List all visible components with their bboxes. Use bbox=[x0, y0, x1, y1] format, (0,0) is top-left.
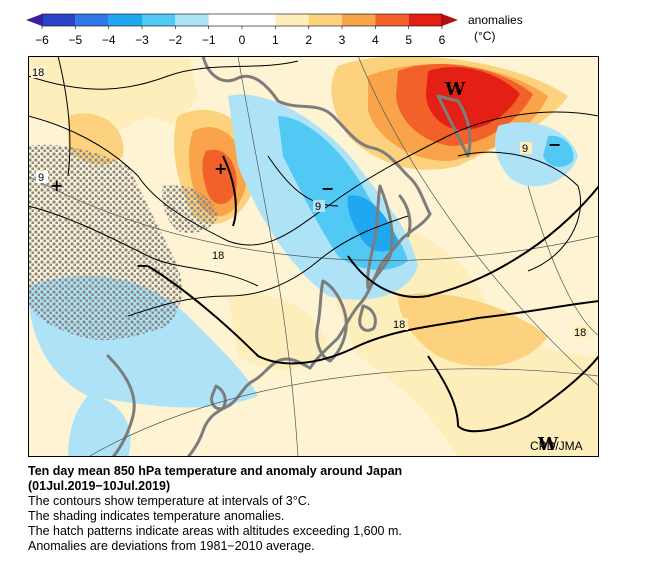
caption-line-shading: The shading indicates temperature anomal… bbox=[28, 509, 285, 523]
colorbar-bins bbox=[41, 13, 443, 27]
colorbar-tick-label: −6 bbox=[35, 33, 49, 47]
anomaly-shading-minus3 bbox=[347, 195, 398, 252]
colorbar-bin bbox=[75, 14, 109, 26]
colorbar-bin bbox=[375, 14, 409, 26]
map-caption: Ten day mean 850 hPa temperature and ano… bbox=[28, 464, 628, 554]
colorbar-unit: (°C) bbox=[474, 29, 495, 43]
caption-date-range: (01Jul.2019−10Jul.2019) bbox=[28, 479, 171, 493]
anomaly-sign-plus-center: + bbox=[214, 159, 227, 178]
contour-label-18-south: 18 bbox=[393, 319, 405, 331]
contour-label-18-center: 18 bbox=[212, 250, 224, 262]
colorbar-bin bbox=[242, 14, 276, 26]
colorbar-tick-label: 0 bbox=[239, 33, 246, 47]
colorbar-ticks: −6 −5 −4 −3 −2 −1 0 1 2 3 4 5 6 bbox=[35, 26, 446, 47]
map-credit: CPD/JMA bbox=[530, 439, 583, 453]
map-frame bbox=[28, 56, 599, 457]
colorbar-tick-label: 3 bbox=[339, 33, 346, 47]
colorbar-bin bbox=[142, 14, 176, 26]
caption-line-hatch: The hatch patterns indicate areas with a… bbox=[28, 524, 402, 538]
anomaly-sign-plus-west: + bbox=[50, 176, 63, 195]
graticule bbox=[28, 56, 599, 457]
anomaly-sign-minus-ne: − bbox=[548, 135, 561, 154]
contour-labels: 18 9 9 18 18 18 9 bbox=[31, 66, 589, 339]
colorbar-tick-label: 5 bbox=[405, 33, 412, 47]
contour-label-18-nw: 18 bbox=[32, 67, 44, 79]
caption-line-contours: The contours show temperature at interva… bbox=[28, 494, 311, 508]
colorbar-bin bbox=[308, 14, 342, 26]
terrain-hatch-area bbox=[28, 144, 218, 341]
caption-line-baseline: Anomalies are deviations from 1981−2010 … bbox=[28, 539, 315, 553]
colorbar-title: anomalies bbox=[468, 13, 523, 27]
colorbar-left-arrow bbox=[26, 14, 42, 26]
caption-title: Ten day mean 850 hPa temperature and ano… bbox=[28, 464, 403, 478]
colorbar-bin bbox=[42, 14, 76, 26]
colorbar-tick-label: −4 bbox=[102, 33, 116, 47]
colorbar-bin bbox=[275, 14, 309, 26]
colorbar-tick-label: −2 bbox=[168, 33, 182, 47]
coastlines bbox=[106, 56, 472, 457]
temperature-anomaly-map: 18 9 9 18 18 18 9 + + − − − W W CPD/JMA bbox=[28, 56, 599, 457]
contour-label-18-east: 18 bbox=[574, 327, 586, 339]
anomaly-sign-minus-sw: − bbox=[136, 256, 149, 275]
anomaly-sign-minus-center: − bbox=[321, 179, 334, 198]
colorbar-bin bbox=[342, 14, 376, 26]
colorbar-bin bbox=[408, 14, 442, 26]
colorbar-tick-label: −5 bbox=[68, 33, 82, 47]
colorbar-bin bbox=[108, 14, 142, 26]
contour-label-9-center: 9 bbox=[315, 201, 321, 213]
colorbar-tick-label: 1 bbox=[272, 33, 279, 47]
anomaly-signs: + + − − − bbox=[50, 135, 561, 275]
temperature-contours bbox=[28, 56, 599, 317]
colorbar-tick-label: −3 bbox=[135, 33, 149, 47]
colorbar-tick-label: −1 bbox=[202, 33, 216, 47]
contour-label-9-west: 9 bbox=[38, 172, 44, 184]
colorbar-tick-label: 6 bbox=[439, 33, 446, 47]
colorbar-bin bbox=[208, 14, 242, 26]
temperature-contours-bold bbox=[147, 155, 599, 433]
anomaly-colorbar: −6 −5 −4 −3 −2 −1 0 1 2 3 4 5 6 anomalies (°C) bbox=[26, 13, 523, 47]
colorbar-tick-label: 4 bbox=[372, 33, 379, 47]
anomaly-shading-plus5 bbox=[426, 67, 520, 131]
colorbar-bin bbox=[175, 14, 209, 26]
pressure-mark-w-north: W bbox=[444, 79, 466, 100]
colorbar-tick-label: 2 bbox=[305, 33, 312, 47]
colorbar-right-arrow bbox=[442, 14, 458, 26]
pressure-mark-w-southeast: W bbox=[537, 434, 559, 455]
pressure-marks: W W bbox=[444, 79, 559, 455]
contour-label-9-ne: 9 bbox=[522, 143, 528, 155]
